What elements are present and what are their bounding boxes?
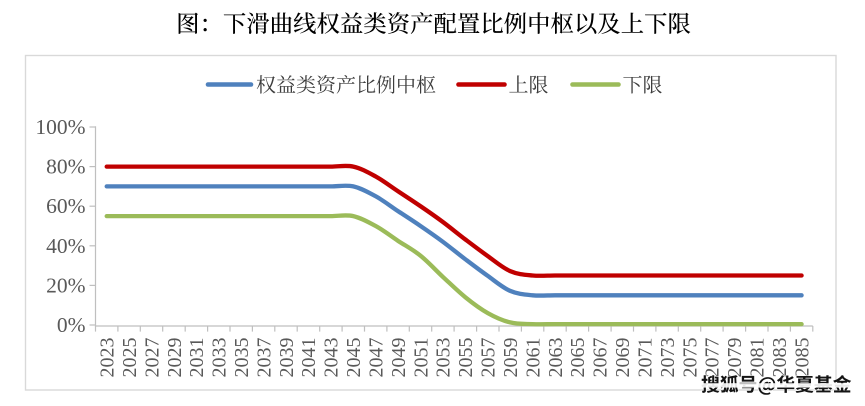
svg-text:2029: 2029 [164,338,186,378]
svg-text:2055: 2055 [455,338,477,378]
svg-text:2043: 2043 [321,338,343,378]
svg-text:2063: 2063 [545,338,567,378]
svg-text:2035: 2035 [231,338,253,378]
svg-text:2075: 2075 [679,338,701,378]
svg-text:2051: 2051 [410,338,432,378]
svg-text:40%: 40% [46,234,86,258]
svg-text:2041: 2041 [298,338,320,378]
svg-text:2069: 2069 [612,338,634,378]
svg-text:2031: 2031 [186,338,208,378]
svg-text:2079: 2079 [724,338,746,378]
svg-text:20%: 20% [46,273,86,297]
svg-text:0%: 0% [57,313,86,337]
svg-text:2027: 2027 [141,338,163,378]
svg-text:2045: 2045 [343,338,365,378]
svg-text:2061: 2061 [522,338,544,378]
svg-text:60%: 60% [46,194,86,218]
svg-text:2059: 2059 [500,338,522,378]
svg-text:2057: 2057 [478,338,500,378]
svg-text:2065: 2065 [567,338,589,378]
svg-text:2023: 2023 [97,338,119,378]
svg-text:2085: 2085 [791,338,813,378]
svg-text:80%: 80% [46,155,86,179]
svg-text:2053: 2053 [433,338,455,378]
svg-text:2033: 2033 [209,338,231,378]
svg-text:2047: 2047 [366,338,388,378]
svg-text:2077: 2077 [702,338,724,378]
svg-text:2049: 2049 [388,338,410,378]
svg-text:2071: 2071 [635,338,657,378]
svg-text:100%: 100% [35,115,85,139]
svg-text:2081: 2081 [747,338,769,378]
svg-text:2083: 2083 [769,338,791,378]
svg-text:2073: 2073 [657,338,679,378]
svg-text:2037: 2037 [253,338,275,378]
svg-text:2067: 2067 [590,338,612,378]
svg-text:2039: 2039 [276,338,298,378]
svg-text:2025: 2025 [119,338,141,378]
